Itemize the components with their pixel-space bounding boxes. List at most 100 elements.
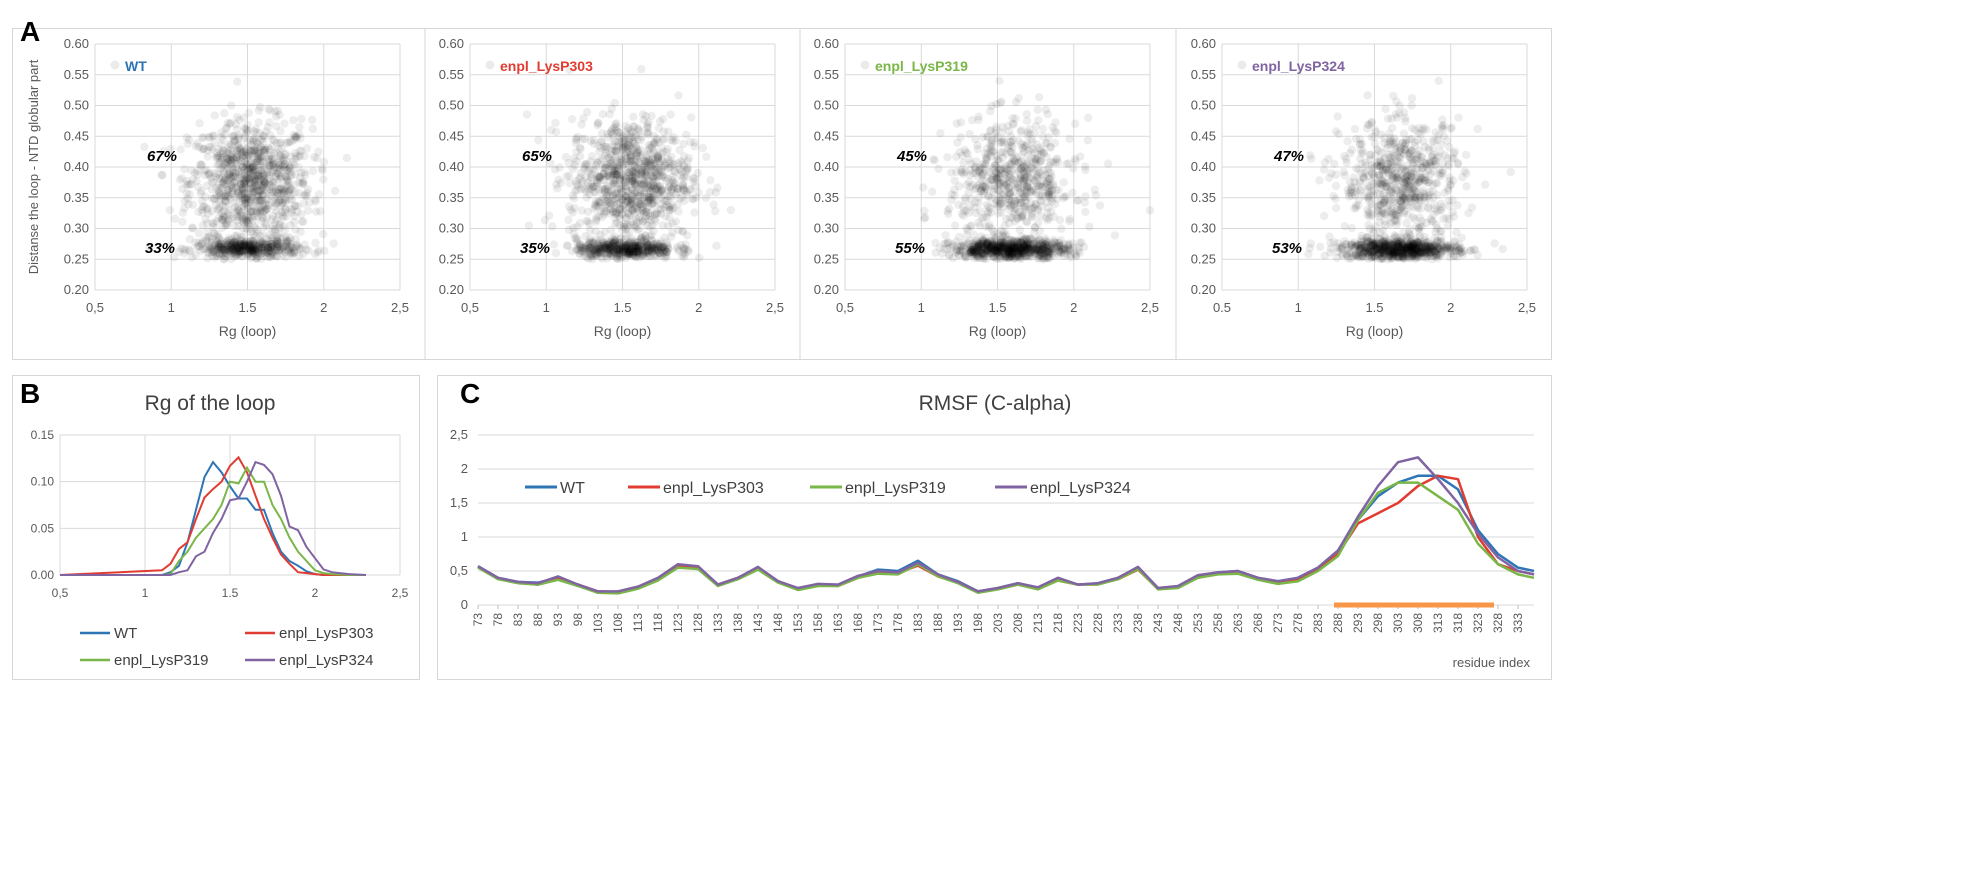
scatter-point <box>291 201 300 210</box>
scatter-point <box>540 216 550 225</box>
scatter-point <box>956 132 965 142</box>
scatter-point <box>240 193 250 203</box>
scatter-point <box>245 151 254 161</box>
x-tick-label: 1.5 <box>238 300 256 315</box>
x-tick-label: 1 <box>918 300 925 315</box>
x-tick-label: 2 <box>1447 300 1454 315</box>
y-tick-label: 0.25 <box>814 251 839 266</box>
scatter-point <box>268 160 278 170</box>
panel-a <box>12 28 1552 360</box>
scatter-point <box>217 243 226 252</box>
scatter-point <box>290 180 300 190</box>
scatter-point <box>1024 178 1033 187</box>
scatter-point <box>183 139 192 149</box>
scatter-point <box>290 201 300 211</box>
scatter-point <box>957 151 967 160</box>
y-tick-label: 0.60 <box>1191 36 1216 51</box>
scatter-point <box>1081 192 1090 201</box>
scatter-point <box>295 146 304 155</box>
scatter-point <box>231 162 240 172</box>
scatter-point <box>259 183 268 192</box>
scatter-point <box>551 165 560 174</box>
scatter-point <box>1045 254 1054 263</box>
scatter-point <box>260 144 269 153</box>
panel-c <box>437 375 1552 680</box>
scatter-point <box>601 163 610 173</box>
y-tick-label: 0.45 <box>439 128 464 143</box>
scatter-point <box>957 209 967 218</box>
scatter-chart-scatter-wt: 0.200.250.300.350.400.450.500.550.600,5 1… <box>26 36 409 339</box>
scatter-point <box>197 133 207 142</box>
scatter-point <box>1385 150 1394 159</box>
y-axis-label: Distanse the loop - NTD globular part <box>26 59 41 274</box>
scatter-point <box>220 159 229 168</box>
scatter-point <box>276 233 285 243</box>
scatter-point <box>228 165 237 175</box>
scatter-point <box>950 221 960 230</box>
scatter-point <box>268 178 278 188</box>
scatter-point <box>270 157 279 166</box>
scatter-point <box>222 192 232 202</box>
scatter-point <box>240 171 249 181</box>
scatter-point <box>200 202 209 211</box>
scatter-point <box>217 215 227 224</box>
annotation-upper: 45% <box>896 148 927 165</box>
scatter-point <box>1042 179 1051 188</box>
scatter-point <box>295 173 305 183</box>
scatter-point <box>314 190 324 199</box>
scatter-point <box>268 240 277 249</box>
scatter-point <box>232 146 242 156</box>
scatter-point <box>198 202 208 211</box>
scatter-point <box>275 185 284 194</box>
scatter-point <box>564 215 573 225</box>
scatter-point <box>234 133 243 142</box>
scatter-point <box>260 178 269 187</box>
scatter-point <box>260 179 269 188</box>
scatter-point <box>319 175 328 184</box>
scatter-point <box>286 195 295 204</box>
scatter-chart-scatter-303: 0.200.250.300.350.400.450.500.550.600,5 1… <box>439 36 784 339</box>
scatter-point <box>250 166 260 175</box>
scatter-point <box>1319 211 1329 221</box>
scatter-point <box>938 249 947 258</box>
scatter-chart-scatter-324: 0.200.250.300.350.400.450.500.550.600.5 1… <box>1191 36 1536 339</box>
scatter-point <box>263 143 273 153</box>
scatter-point <box>1350 124 1360 134</box>
scatter-point <box>255 153 264 163</box>
scatter-point <box>1031 245 1040 254</box>
x-tick-label: 2 <box>320 300 327 315</box>
scatter-point <box>605 110 614 119</box>
scatter-point <box>263 123 273 132</box>
scatter-point <box>233 189 243 198</box>
scatter-point <box>250 146 259 155</box>
scatter-point <box>1052 194 1062 204</box>
scatter-point <box>277 172 286 181</box>
scatter-point <box>268 135 277 144</box>
scatter-point <box>196 189 206 198</box>
scatter-point <box>629 145 638 154</box>
scatter-point <box>220 130 229 139</box>
scatter-point <box>242 150 252 159</box>
scatter-point <box>256 162 265 171</box>
scatter-point <box>204 132 213 142</box>
scatter-point <box>248 163 257 172</box>
scatter-point <box>248 192 257 202</box>
scatter-point <box>223 208 233 218</box>
scatter-point <box>258 145 267 155</box>
scatter-point <box>1019 201 1029 211</box>
scatter-point <box>221 239 231 248</box>
scatter-point <box>202 203 211 213</box>
scatter-point <box>952 119 962 128</box>
scatter-point <box>242 162 251 171</box>
scatter-point <box>1329 191 1338 201</box>
scatter-point <box>1061 192 1071 201</box>
scatter-point <box>202 181 211 191</box>
scatter-point <box>255 102 265 112</box>
scatter-point <box>218 166 227 176</box>
scatter-point <box>664 127 673 136</box>
scatter-point <box>974 218 983 227</box>
scatter-point <box>267 215 277 224</box>
scatter-point <box>268 158 277 168</box>
scatter-point <box>258 191 268 200</box>
scatter-point <box>706 176 715 185</box>
